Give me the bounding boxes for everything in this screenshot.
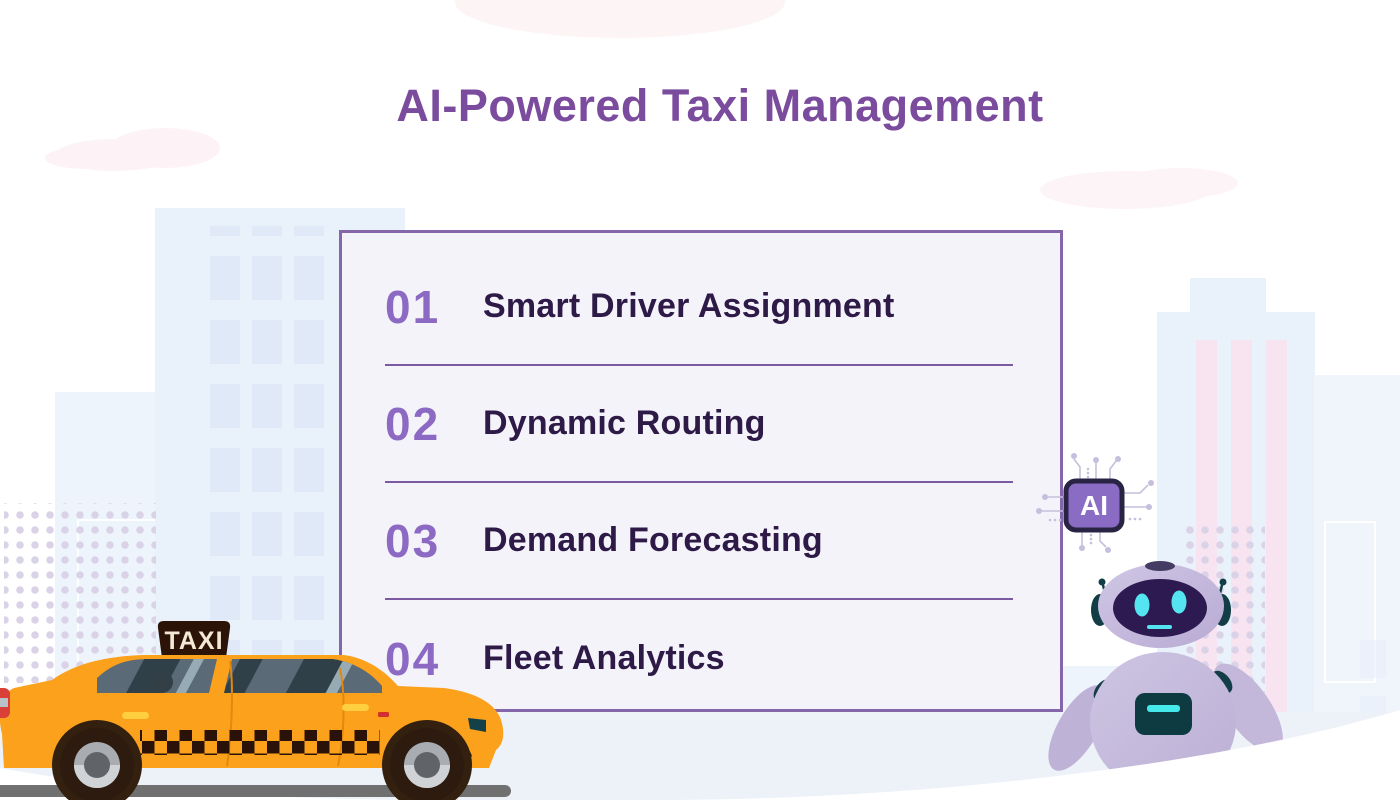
- taxi-b-pillar: [209, 659, 232, 693]
- robot-eye-left: [1134, 593, 1150, 617]
- robot-mouth: [1147, 625, 1172, 629]
- feature-number-4: 04: [385, 632, 441, 685]
- ai-chip-icon: AI: [1036, 453, 1154, 553]
- robot-chest-panel: [1135, 693, 1192, 735]
- taxi-side-marker: [378, 712, 389, 717]
- robot-illustration: [1048, 561, 1283, 792]
- feature-label-1: Smart Driver Assignment: [483, 287, 895, 325]
- circuit-traces: [1042, 458, 1149, 548]
- feature-row-1: 01 Smart Driver Assignment: [385, 249, 1013, 366]
- robot-eye-right: [1171, 590, 1187, 614]
- feature-number-3: 03: [385, 514, 441, 567]
- feature-row-2: 02 Dynamic Routing: [385, 366, 1013, 483]
- taxi-illustration: TAXI: [0, 621, 504, 800]
- circuit-nodes: [1036, 453, 1154, 553]
- cloud-right: [1040, 168, 1238, 209]
- feature-label-4: Fleet Analytics: [483, 639, 725, 677]
- feature-row-3: 03 Demand Forecasting: [385, 483, 1013, 600]
- cloud-left: [45, 128, 220, 171]
- taxi-sign-text: TAXI: [164, 627, 223, 655]
- feature-card: 01 Smart Driver Assignment 02 Dynamic Ro…: [339, 230, 1063, 712]
- feature-number-1: 01: [385, 280, 441, 333]
- ai-chip-body: [1063, 478, 1125, 533]
- robot-face: [1113, 579, 1207, 637]
- taxi-handle-front: [342, 704, 369, 711]
- page-title: AI-Powered Taxi Management: [396, 80, 1044, 131]
- taxi-checker-band: [140, 730, 380, 755]
- taxi-roof-sign: TAXI: [157, 621, 231, 658]
- feature-row-4: 04 Fleet Analytics: [385, 600, 1013, 717]
- ai-chip-label: AI: [1080, 490, 1108, 521]
- feature-number-2: 02: [385, 397, 441, 450]
- feature-label-3: Demand Forecasting: [483, 521, 823, 559]
- feature-label-2: Dynamic Routing: [483, 404, 766, 442]
- cloud-top-center: [455, 0, 785, 38]
- robot-head-cap: [1145, 561, 1175, 571]
- taxi-handle-rear: [122, 712, 149, 719]
- dot-grid-left: [4, 503, 156, 683]
- taxi-tail-light: [0, 688, 10, 718]
- taxi-windows: [97, 659, 382, 693]
